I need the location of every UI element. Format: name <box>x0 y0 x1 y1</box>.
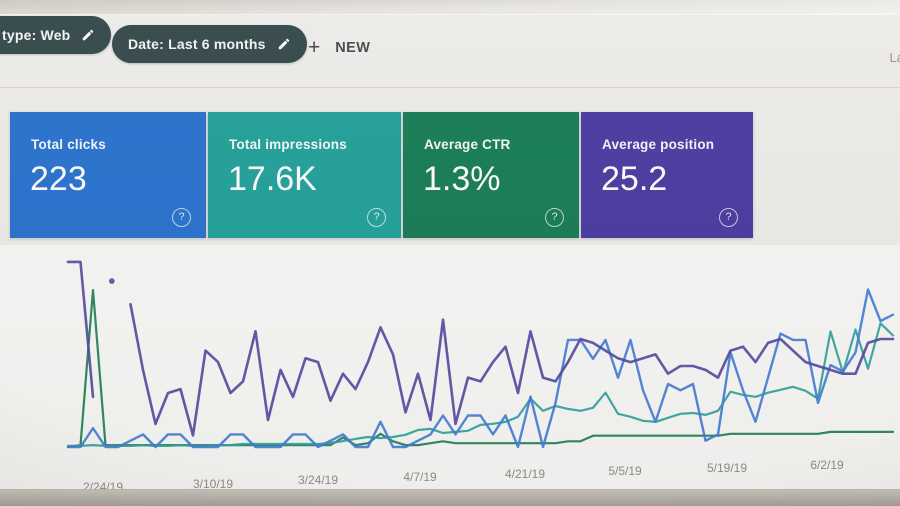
card-value: 1.3% <box>423 160 501 198</box>
card-value: 25.2 <box>601 160 668 198</box>
position-isolated-point <box>109 278 115 284</box>
card-value: 223 <box>30 160 87 198</box>
plus-icon: + <box>308 36 321 59</box>
performance-chart[interactable] <box>0 245 900 490</box>
new-filter-button[interactable]: + NEW <box>302 33 376 63</box>
partial-clipped-text: La <box>889 50 900 65</box>
x-axis-tick-label: 5/19/19 <box>706 461 748 475</box>
header-divider <box>0 87 900 88</box>
x-axis-tick-label: 3/24/19 <box>297 473 339 487</box>
card-label: Average CTR <box>424 137 511 152</box>
help-icon[interactable]: ? <box>719 208 738 227</box>
position-line <box>66 260 895 437</box>
clicks-line <box>66 288 895 449</box>
x-axis-tick-label: 5/5/19 <box>608 464 642 478</box>
card-label: Total impressions <box>229 137 347 152</box>
x-axis-tick-label: 3/10/19 <box>192 477 234 491</box>
help-icon[interactable]: ? <box>367 208 386 227</box>
metric-card-average-position[interactable]: Average position 25.2? <box>581 112 753 238</box>
search-type-chip-label: type: Web <box>2 27 71 43</box>
card-label: Total clicks <box>31 137 106 152</box>
screen-bottom-edge <box>0 489 900 506</box>
card-label: Average position <box>602 137 715 152</box>
performance-chart-panel: 2/24/19 3/10/19 3/24/19 4/7/19 4/21/19 5/5/19… <box>0 245 900 494</box>
metric-card-total-impressions[interactable]: Total impressions 17.6K? <box>208 112 401 238</box>
ctr-line <box>66 289 895 449</box>
metric-cards-row: Total clicks 223? Total impressions 17.6K? A… <box>0 0 900 245</box>
x-axis-tick-label: 4/21/19 <box>504 467 546 481</box>
filter-bar: type: Web Date: Last 6 months + NEW La <box>0 0 900 88</box>
help-icon[interactable]: ? <box>172 208 191 227</box>
monitor-bezel-top <box>0 0 900 15</box>
date-filter-chip[interactable]: Date: Last 6 months <box>112 25 307 63</box>
x-axis-tick-label: 4/7/19 <box>403 470 437 484</box>
x-axis-tick-label: 6/2/19 <box>810 458 844 472</box>
metric-card-average-ctr[interactable]: Average CTR 1.3%? <box>403 112 579 238</box>
metric-card-total-clicks[interactable]: Total clicks 223? <box>10 112 206 238</box>
search-type-chip[interactable]: type: Web <box>0 16 112 54</box>
edit-icon <box>81 28 95 42</box>
new-button-label: NEW <box>335 40 371 56</box>
date-filter-chip-label: Date: Last 6 months <box>128 36 266 52</box>
help-icon[interactable]: ? <box>545 208 564 227</box>
edit-icon <box>277 37 291 51</box>
card-value: 17.6K <box>228 160 317 198</box>
